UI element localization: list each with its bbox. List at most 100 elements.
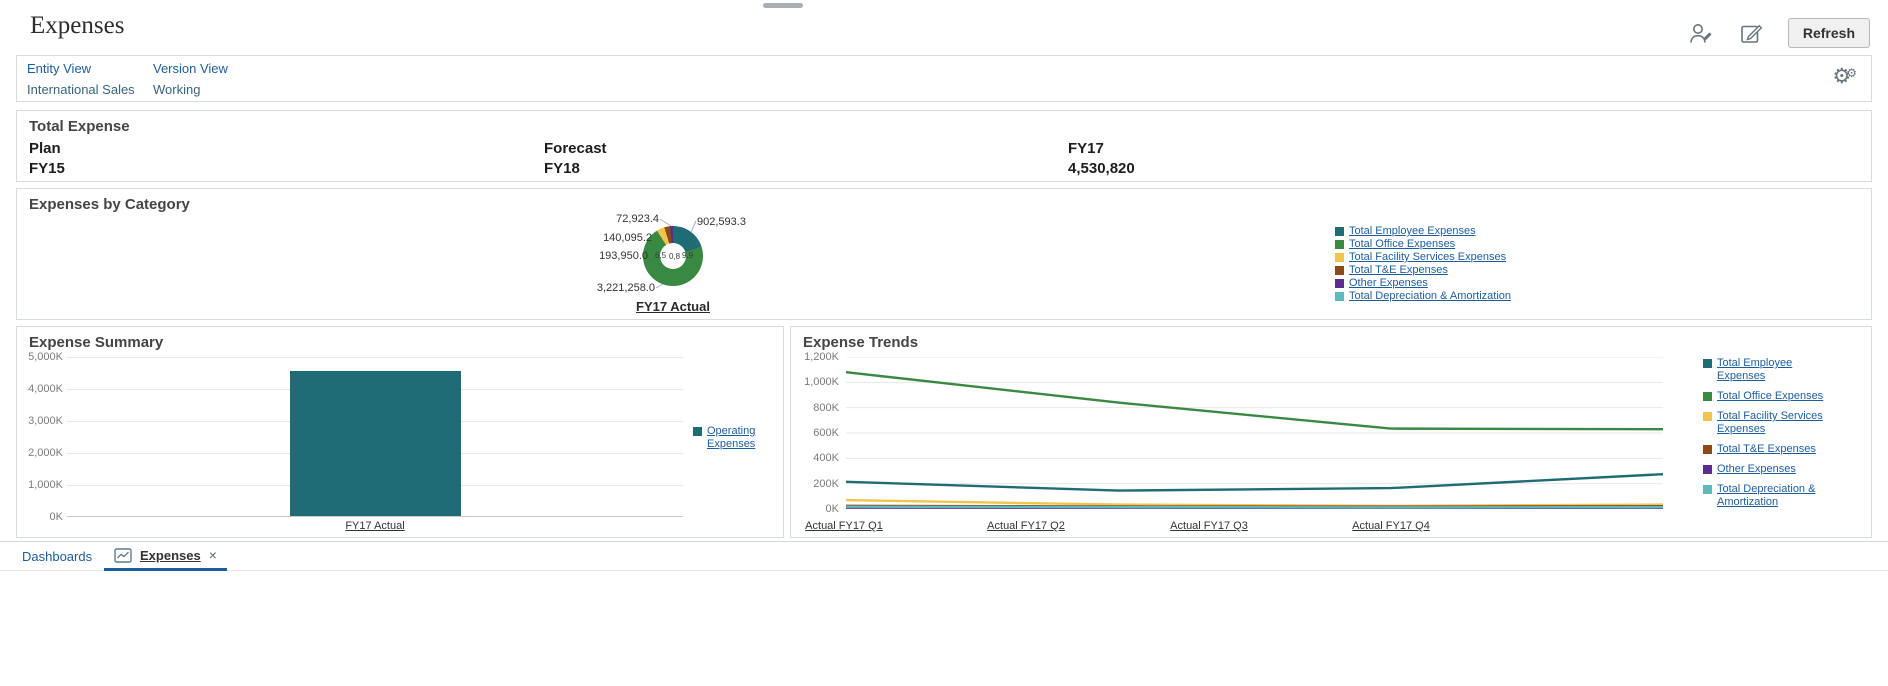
header-actions: Refresh bbox=[1686, 18, 1870, 48]
pie-value-office: 3,221,258.0 bbox=[596, 282, 655, 294]
panel-drag-handle[interactable] bbox=[763, 3, 803, 8]
trends-legend: Total Employee Expenses Total Office Exp… bbox=[1703, 357, 1835, 516]
legend-label-office[interactable]: Total Office Expenses bbox=[1349, 238, 1456, 250]
fy17-total-value: 4,530,820 bbox=[1068, 160, 1135, 177]
legend-label-tande[interactable]: Total T&E Expenses bbox=[1349, 264, 1448, 276]
tab-dashboards[interactable]: Dashboards bbox=[22, 549, 93, 564]
gear-small-icon: ⚙ bbox=[1846, 65, 1857, 80]
legend-item: Total T&E Expenses bbox=[1703, 443, 1835, 456]
pov-bar: Entity View International Sales Version … bbox=[16, 55, 1872, 102]
legend-item: Total Office Expenses bbox=[1703, 390, 1835, 403]
total-expense-panel: Total Expense Plan FY15 Forecast FY18 FY… bbox=[16, 110, 1872, 182]
pie-donut-hole bbox=[660, 243, 686, 269]
pie-chart-disc[interactable]: 6,5 0,8 9.9 bbox=[643, 226, 703, 286]
total-expense-plan-column: Plan FY15 bbox=[29, 139, 65, 179]
legend-swatch-office bbox=[1335, 240, 1344, 249]
forecast-label: Forecast bbox=[544, 140, 607, 157]
pie-value-tande: 140,095.2 bbox=[603, 232, 652, 244]
legend-item: Operating Expenses bbox=[693, 425, 771, 451]
legend-item: Total T&E Expenses bbox=[1335, 264, 1511, 277]
x-label-q3[interactable]: Actual FY17 Q3 bbox=[1170, 520, 1248, 532]
legend-item: Total Employee Expenses bbox=[1335, 225, 1511, 238]
legend-label-facility[interactable]: Total Facility Services Expenses bbox=[1717, 410, 1823, 435]
expenses-by-category-panel: Expenses by Category 6,5 0,8 9.9 902,593… bbox=[16, 188, 1872, 320]
expense-summary-panel: Expense Summary 5,000K 4,000K 3,000K 2,0… bbox=[16, 326, 784, 538]
legend-swatch-depreciation bbox=[1703, 485, 1712, 494]
category-legend: Total Employee Expenses Total Office Exp… bbox=[1335, 225, 1511, 303]
refresh-button[interactable]: Refresh bbox=[1787, 18, 1870, 48]
legend-swatch-facility bbox=[1703, 412, 1712, 421]
legend-item: Total Depreciation & Amortization bbox=[1335, 290, 1511, 303]
edit-pencil-icon bbox=[1741, 24, 1763, 43]
x-label-fy17-actual[interactable]: FY17 Actual bbox=[345, 520, 405, 532]
x-label-q4[interactable]: Actual FY17 Q4 bbox=[1352, 520, 1430, 532]
legend-item: Other Expenses bbox=[1335, 277, 1511, 290]
pie-overlap-label: 9.9 bbox=[682, 251, 694, 260]
legend-label-employee[interactable]: Total Employee Expenses bbox=[1349, 225, 1476, 237]
trends-line-plot bbox=[846, 357, 1663, 509]
pie-value-other: 72,923.4 bbox=[616, 213, 659, 225]
pov-settings-button[interactable]: ⚙⚙ bbox=[1832, 64, 1857, 89]
summary-bar-plot bbox=[67, 357, 683, 517]
tab-expenses-label[interactable]: Expenses bbox=[140, 547, 201, 563]
legend-label-operating[interactable]: Operating Expenses bbox=[707, 425, 756, 450]
y-tick: 800K bbox=[813, 402, 839, 414]
legend-item: Total Office Expenses bbox=[1335, 238, 1511, 251]
manage-user-button[interactable] bbox=[1686, 20, 1715, 47]
pie-axis-label-fy17-actual[interactable]: FY17 Actual bbox=[636, 299, 710, 314]
legend-swatch-other bbox=[1703, 465, 1712, 474]
legend-label-facility[interactable]: Total Facility Services Expenses bbox=[1349, 251, 1507, 263]
legend-label-depreciation[interactable]: Total Depreciation & Amortization bbox=[1717, 483, 1816, 508]
category-panel-title: Expenses by Category bbox=[29, 196, 190, 213]
pov-version-dimension: Version View Working bbox=[153, 61, 228, 97]
legend-item: Total Facility Services Expenses bbox=[1703, 410, 1835, 436]
legend-item: Other Expenses bbox=[1703, 463, 1835, 476]
summary-panel-title: Expense Summary bbox=[29, 334, 164, 351]
y-tick: 3,000K bbox=[28, 415, 63, 427]
legend-swatch-other bbox=[1335, 279, 1344, 288]
tab-close-icon[interactable]: × bbox=[208, 547, 217, 563]
legend-swatch-employee bbox=[1335, 227, 1344, 236]
entity-view-link[interactable]: Entity View bbox=[27, 61, 92, 76]
operating-expenses-bar[interactable] bbox=[290, 371, 461, 516]
legend-swatch-tande bbox=[1335, 266, 1344, 275]
legend-swatch-operating bbox=[693, 427, 702, 436]
pie-overlap-label: 0,8 bbox=[669, 252, 681, 261]
category-pie-chart: 6,5 0,8 9.9 902,593.3 72,923.4 140,095.2… bbox=[517, 203, 857, 315]
legend-item: Total Depreciation & Amortization bbox=[1703, 483, 1835, 509]
plan-label: Plan bbox=[29, 140, 61, 157]
legend-item: Total Employee Expenses bbox=[1703, 357, 1835, 383]
tab-expenses-active[interactable]: Expenses × bbox=[104, 542, 227, 571]
total-expense-title: Total Expense bbox=[29, 118, 130, 135]
legend-label-employee[interactable]: Total Employee Expenses bbox=[1717, 357, 1793, 382]
trends-lines-svg[interactable] bbox=[846, 357, 1663, 509]
legend-label-depreciation[interactable]: Total Depreciation & Amortization bbox=[1349, 290, 1512, 302]
legend-label-other[interactable]: Other Expenses bbox=[1349, 277, 1428, 289]
total-expense-fy17-column: FY17 4,530,820 bbox=[1068, 139, 1135, 179]
x-label-q2[interactable]: Actual FY17 Q2 bbox=[987, 520, 1065, 532]
y-tick: 400K bbox=[813, 452, 839, 464]
legend-label-other[interactable]: Other Expenses bbox=[1717, 463, 1796, 475]
x-label-q1[interactable]: Actual FY17 Q1 bbox=[805, 520, 883, 532]
legend-label-tande[interactable]: Total T&E Expenses bbox=[1717, 443, 1816, 455]
trends-panel-title: Expense Trends bbox=[803, 334, 919, 351]
pie-value-employee: 902,593.3 bbox=[697, 216, 746, 228]
y-tick: 200K bbox=[813, 478, 839, 490]
pov-entity-dimension: Entity View International Sales bbox=[27, 61, 135, 97]
total-expense-forecast-column: Forecast FY18 bbox=[544, 139, 607, 179]
edit-dashboard-button[interactable] bbox=[1737, 19, 1766, 48]
y-tick: 1,200K bbox=[804, 351, 839, 363]
legend-swatch-employee bbox=[1703, 359, 1712, 368]
version-member-link[interactable]: Working bbox=[153, 82, 201, 97]
pie-value-facility: 193,950.0 bbox=[599, 250, 648, 262]
user-edit-icon bbox=[1690, 23, 1712, 43]
version-view-link[interactable]: Version View bbox=[153, 61, 228, 76]
dashboard-tab-icon bbox=[114, 547, 132, 563]
fy17-label: FY17 bbox=[1068, 140, 1104, 157]
entity-member-link[interactable]: International Sales bbox=[27, 82, 135, 97]
y-tick: 1,000K bbox=[804, 376, 839, 388]
legend-label-office[interactable]: Total Office Expenses bbox=[1717, 390, 1824, 402]
expense-trends-panel: Expense Trends 1,200K 1,000K 800K 600K 4… bbox=[790, 326, 1872, 538]
y-tick: 5,000K bbox=[28, 351, 63, 363]
